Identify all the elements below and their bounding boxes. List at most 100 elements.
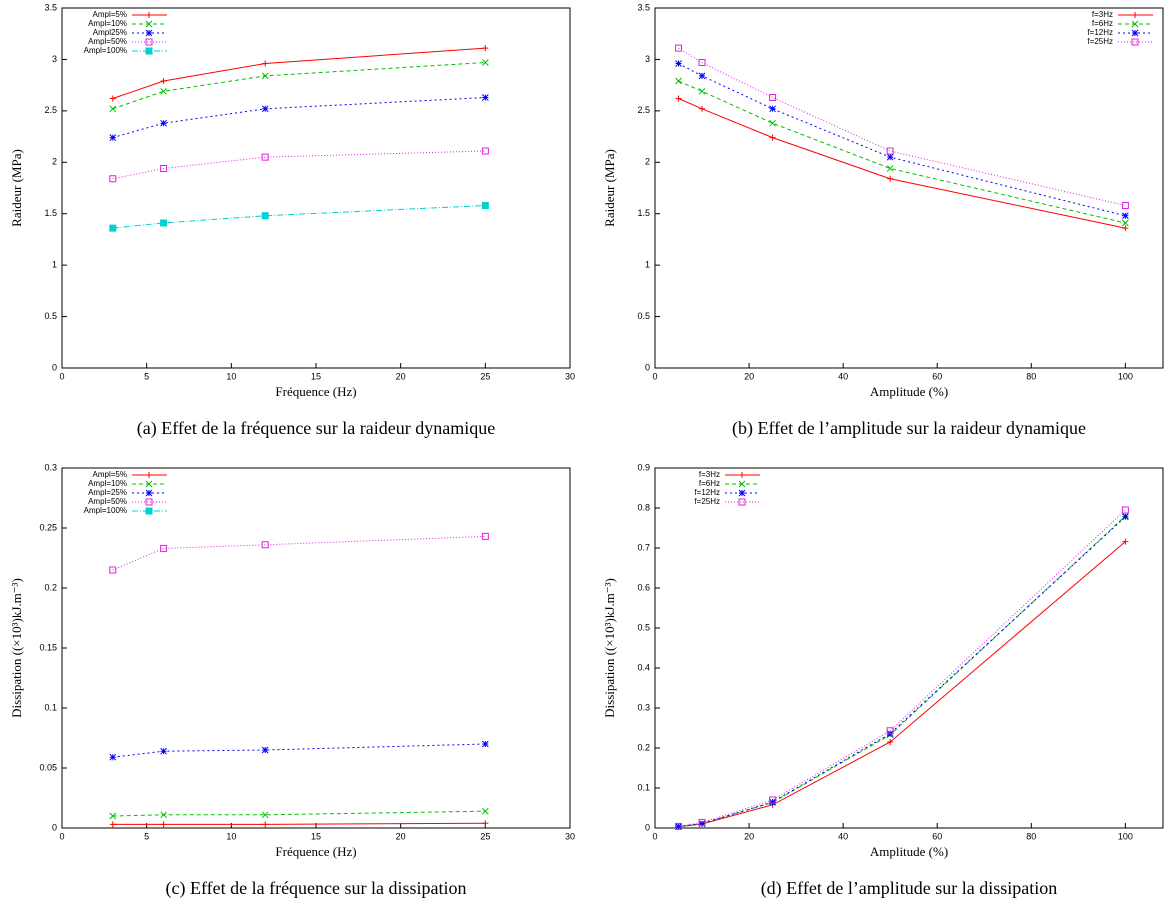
legend-marker [1131, 38, 1139, 46]
series-line [112, 743, 486, 758]
x-tick-label: 20 [396, 831, 406, 841]
marker [886, 165, 894, 172]
x-tick-label: 20 [396, 371, 406, 381]
marker [261, 746, 269, 754]
legend-marker [145, 20, 153, 28]
x-tick-label: 0 [59, 371, 64, 381]
marker [261, 153, 269, 161]
marker [160, 219, 168, 227]
y-tick-label: 0.4 [637, 662, 650, 672]
marker [675, 44, 683, 52]
y-tick-label: 0.5 [44, 311, 57, 321]
marker [1122, 219, 1129, 227]
marker [109, 812, 117, 820]
legend-label: Ampl=10% [88, 479, 127, 488]
caption: (a) Effet de la fréquence sur la raideur… [137, 418, 496, 439]
legend-label: f=25Hz [694, 497, 720, 506]
marker [109, 753, 117, 761]
legend-label: Ampl=10% [88, 19, 127, 28]
legend-marker [738, 480, 746, 488]
marker [698, 818, 706, 826]
marker [1122, 513, 1129, 521]
marker [481, 740, 489, 748]
y-tick-label: 1.5 [637, 208, 650, 218]
y-axis-label: Dissipation ((×10³)kJ.m⁻³) [602, 578, 617, 718]
y-tick-label: 2.5 [637, 105, 650, 115]
legend-label: Ampl=100% [84, 46, 127, 55]
y-tick-label: 0.05 [39, 762, 57, 772]
marker [160, 544, 168, 552]
y-tick-label: 1 [52, 260, 57, 270]
marker [769, 134, 776, 141]
marker [109, 566, 117, 574]
x-tick-label: 40 [838, 831, 848, 841]
marker [160, 119, 167, 127]
marker [886, 153, 894, 161]
marker [698, 87, 706, 95]
marker [482, 820, 489, 827]
marker [1122, 212, 1129, 220]
plot-frame [61, 7, 571, 369]
legend-label: f=6Hz [1092, 19, 1113, 28]
marker [109, 134, 117, 141]
x-tick-label: 25 [480, 831, 490, 841]
marker [769, 119, 776, 127]
y-tick-label: 0.7 [637, 542, 650, 552]
marker [481, 201, 489, 209]
x-tick-label: 60 [932, 831, 942, 841]
marker [261, 811, 269, 819]
marker [261, 541, 269, 549]
x-tick-label: 5 [144, 831, 149, 841]
y-tick-label: 0.1 [44, 702, 57, 712]
marker [109, 105, 117, 113]
marker [160, 78, 167, 85]
x-tick-label: 10 [226, 831, 236, 841]
legend-label: Ampl=5% [93, 10, 127, 19]
marker [675, 823, 682, 830]
series-line [112, 535, 486, 571]
series-line [678, 541, 1126, 828]
x-tick-label: 25 [480, 371, 490, 381]
legend-label: Ampl=25% [88, 488, 127, 497]
y-tick-label: 3 [52, 54, 57, 64]
x-axis-label: Fréquence (Hz) [275, 384, 356, 399]
y-tick-label: 3.5 [637, 2, 650, 12]
caption: (d) Effet de l’amplitude sur la dissipat… [761, 878, 1058, 899]
marker [160, 747, 167, 755]
series-line [112, 204, 486, 229]
x-tick-label: 30 [565, 371, 575, 381]
y-tick-label: 2 [52, 157, 57, 167]
marker [769, 796, 777, 804]
marker [698, 72, 706, 80]
marker [769, 105, 776, 113]
x-tick-label: 5 [144, 371, 149, 381]
plot-frame [654, 7, 1164, 369]
marker [1121, 506, 1129, 514]
x-tick-label: 10 [226, 371, 236, 381]
legend-marker [146, 12, 152, 18]
y-tick-label: 0.1 [637, 782, 650, 792]
x-tick-label: 40 [838, 371, 848, 381]
marker [887, 175, 894, 182]
y-tick-label: 0.2 [637, 742, 650, 752]
legend-marker [739, 472, 745, 478]
marker [1122, 538, 1129, 545]
y-tick-label: 0.6 [637, 582, 650, 592]
y-tick-label: 2 [645, 157, 650, 167]
marker [675, 77, 682, 85]
legend-label: Ampl25% [93, 28, 127, 37]
series-line [112, 150, 486, 180]
caption: (b) Effet de l’amplitude sur la raideur … [732, 418, 1086, 439]
marker [886, 727, 894, 735]
y-tick-label: 0.15 [39, 642, 57, 652]
y-axis-label: Dissipation ((×10³)kJ.m⁻³) [9, 578, 24, 718]
marker [261, 212, 269, 220]
x-tick-label: 100 [1118, 831, 1133, 841]
marker [109, 821, 116, 828]
marker [160, 164, 168, 172]
marker [109, 175, 117, 183]
series-line [678, 47, 1126, 206]
legend-label: Ampl=100% [84, 506, 127, 515]
legend-marker [146, 472, 152, 478]
